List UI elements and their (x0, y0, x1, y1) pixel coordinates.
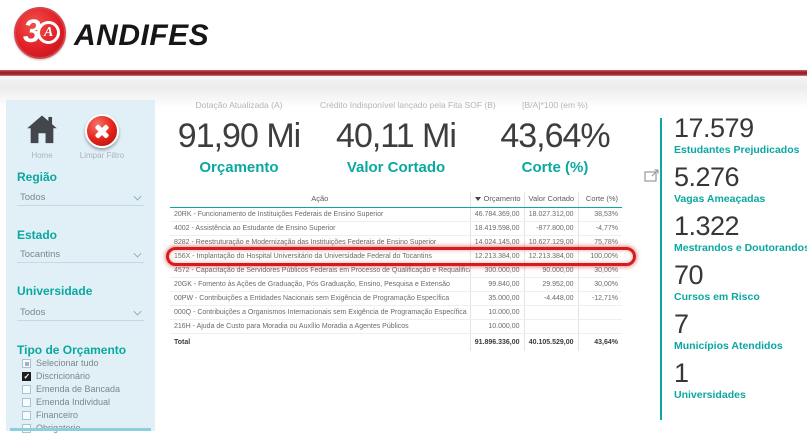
stat-cursos-em-risco: 70 Cursos em Risco (674, 261, 804, 310)
logo-ring: A (37, 21, 60, 44)
stat-municipios-atendidos: 7 Municípios Atendidos (674, 310, 804, 359)
chevron-down-icon (134, 250, 141, 257)
stat-label: Mestrandos e Doutorandos (674, 242, 807, 254)
logo-number: 3 (23, 13, 41, 49)
table-row-highlighted[interactable]: 156X - Implantação do Hospital Universit… (170, 249, 622, 264)
table-row[interactable]: 20GK - Fomento às Ações de Graduação, Pó… (170, 277, 622, 292)
column-header-corte[interactable]: Corte (%) (577, 192, 622, 208)
kpi-title: [B/A]*100 (em %) (522, 100, 588, 110)
clear-filter-button[interactable] (85, 114, 119, 148)
filter-title-regiao: Região (17, 170, 58, 184)
stat-value: 7 (674, 309, 689, 339)
stat-value: 70 (674, 260, 704, 290)
andifes-30-years-logo-icon: 3 A (14, 7, 66, 59)
kpi-label: Orçamento (199, 159, 279, 176)
stat-vagas-ameacadas: 5.276 Vagas Ameaçadas (674, 163, 804, 212)
stat-label: Cursos em Risco (674, 291, 760, 303)
home-button[interactable] (25, 112, 59, 146)
stat-value: 1 (674, 358, 689, 388)
table-row[interactable]: 4572 - Capacitação de Servidores Público… (170, 263, 622, 278)
kpi-title: Crédito Indisponível lançado pela Fita S… (320, 100, 496, 110)
sort-descending-icon (474, 197, 481, 202)
table-row[interactable]: 4002 - Assistência ao Estudante de Ensin… (170, 221, 622, 236)
brand-title: ANDIFES (74, 19, 210, 52)
table-row[interactable]: 00PW - Contribuições a Entidades Naciona… (170, 291, 622, 306)
column-header-valor-cortado[interactable]: Valor Cortado (523, 192, 578, 208)
stat-mestrandos-doutorandos: 1.322 Mestrandos e Doutorandos (674, 211, 807, 261)
kpi-label: Corte (%) (521, 159, 589, 176)
checkbox-checked-icon (22, 372, 31, 381)
dropdown-regiao-value: Todos (20, 192, 46, 203)
filter-title-estado: Estado (17, 228, 58, 242)
chevron-down-icon (134, 193, 141, 200)
stat-label: Universidades (674, 389, 746, 401)
checkbox-discricionario[interactable]: Discricionário (22, 371, 152, 383)
column-header-acao[interactable]: Ação (170, 192, 470, 208)
stat-label: Estudantes Prejudicados (674, 144, 800, 156)
checkbox-unchecked-icon (22, 398, 31, 407)
dropdown-regiao[interactable]: Todos (17, 189, 144, 206)
dropdown-estado-value: Tocantins (20, 249, 61, 260)
kpi-card-orcamento: Dotação Atualizada (A) 91,90 Mi Orçament… (168, 100, 310, 176)
checkbox-label: Financeiro (36, 410, 79, 420)
checkbox-label: Emenda de Bancada (36, 384, 121, 394)
column-header-orcamento[interactable]: Orçamento (469, 192, 524, 208)
filter-title-tipo-orcamento: Tipo de Orçamento (17, 343, 127, 357)
home-button-label: Home (31, 151, 53, 160)
checkbox-financeiro[interactable]: Financeiro (22, 410, 152, 422)
filter-sidebar: Home Limpar Filtro Região Todos Estado T… (6, 100, 155, 433)
stat-estudantes-prejudicados: 17.579 Estudantes Prejudicados (674, 114, 804, 163)
filter-title-universidade: Universidade (17, 284, 93, 298)
kpi-label: Valor Cortado (346, 159, 446, 176)
logo-letter: A (44, 25, 54, 40)
budget-actions-table: Ação Orçamento Valor Cortado Corte (%) 2… (166, 192, 636, 351)
stat-universidades: 1 Universidades (674, 359, 804, 408)
sidebar-bottom-scrollbar[interactable] (10, 428, 151, 431)
kpi-title: Dotação Atualizada (A) (195, 100, 283, 110)
impact-stats-panel: 17.579 Estudantes Prejudicados 5.276 Vag… (674, 114, 807, 408)
checkbox-label: Discricionário (36, 371, 91, 381)
dropdown-universidade-value: Todos (20, 307, 46, 318)
kpi-card-valor-cortado: Crédito Indisponível lançado pela Fita S… (320, 100, 496, 176)
kpi-value: 40,11 Mi (336, 117, 457, 155)
dropdown-universidade[interactable]: Todos (17, 304, 144, 321)
kpi-value: 43,64% (500, 117, 610, 155)
table-row[interactable]: 216H - Ajuda de Custo para Moradia ou Au… (170, 319, 622, 334)
stat-value: 17.579 (674, 113, 754, 143)
stat-label: Municípios Atendidos (674, 340, 783, 352)
chevron-down-icon (134, 308, 141, 315)
table-header-row: Ação Orçamento Valor Cortado Corte (%) (170, 192, 622, 208)
stats-panel-divider (660, 118, 662, 420)
checkbox-indeterminate-icon (22, 359, 31, 368)
stat-label: Vagas Ameaçadas (674, 193, 766, 205)
checkbox-unchecked-icon (22, 411, 31, 420)
home-icon (27, 115, 57, 144)
checkbox-emenda-de-bancada[interactable]: Emenda de Bancada (22, 384, 152, 396)
checkbox-label: Selecionar tudo (36, 358, 99, 368)
checkbox-label: Emenda Individual (36, 397, 111, 407)
app-header: 3 A ANDIFES (0, 0, 807, 70)
header-divider-bar (0, 70, 807, 76)
checkbox-emenda-individual[interactable]: Emenda Individual (22, 397, 152, 409)
kpi-value: 91,90 Mi (177, 117, 301, 155)
clear-filter-button-label: Limpar Filtro (79, 151, 125, 160)
dropdown-estado[interactable]: Tocantins (17, 246, 144, 263)
table-row[interactable]: 8282 - Reestruturação e Modernização das… (170, 235, 622, 250)
stat-value: 1.322 (674, 211, 740, 241)
focus-mode-icon[interactable] (644, 168, 660, 184)
checkbox-selecionar-tudo[interactable]: Selecionar tudo (22, 358, 152, 370)
stat-value: 5.276 (674, 162, 740, 192)
table-row[interactable]: 000Q - Contribuições a Organismos Intern… (170, 305, 622, 320)
checkbox-unchecked-icon (22, 385, 31, 394)
table-total-row: Total 91.896.336,00 40.105.529,00 43,64% (170, 333, 622, 351)
table-row[interactable]: 20RK - Funcionamento de Instituições Fed… (170, 207, 622, 222)
kpi-card-corte: [B/A]*100 (em %) 43,64% Corte (%) (488, 100, 622, 176)
